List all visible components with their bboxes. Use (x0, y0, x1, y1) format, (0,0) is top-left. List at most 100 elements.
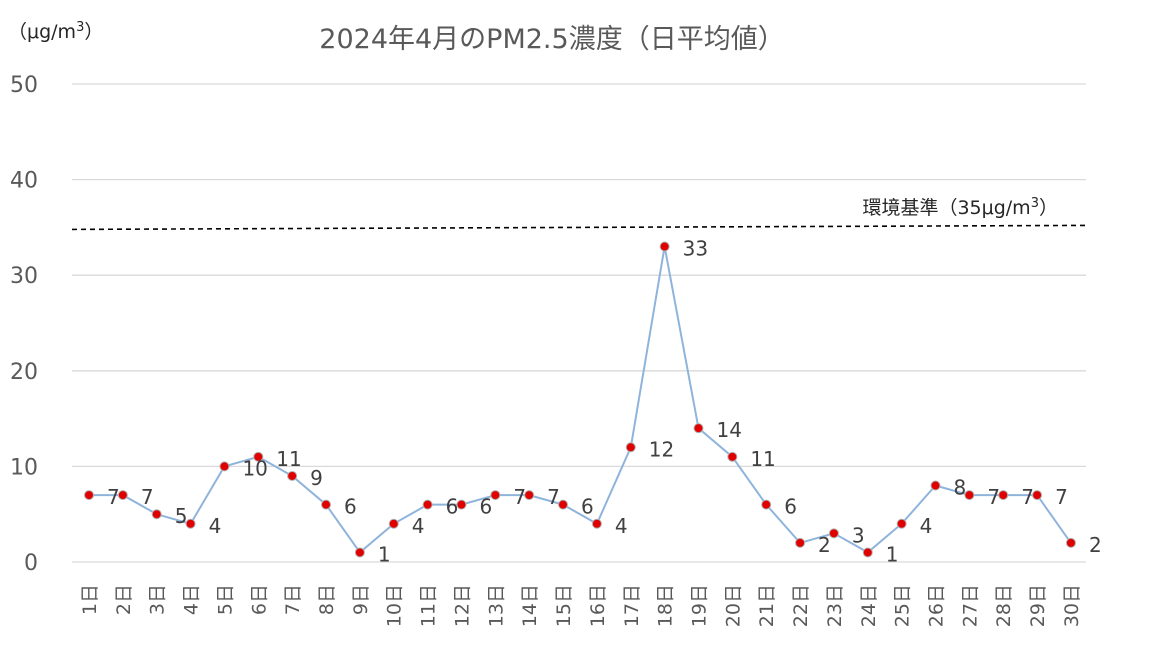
data-point (456, 499, 467, 510)
x-tick-label: 6日 (248, 584, 270, 615)
x-tick-label: 14日 (519, 584, 541, 627)
data-point (998, 490, 1009, 501)
data-point (117, 490, 128, 501)
data-label: 4 (209, 514, 222, 538)
x-tick-labels: 1日 2日 3日 4日 5日 6日 7日 8日 9日 10日 11日 12日 13日 14日 15日 16日 1… (79, 584, 1083, 627)
data-point (591, 518, 602, 529)
data-point (659, 241, 670, 252)
x-tick-label: 3日 (147, 584, 169, 615)
x-tick-label: 5日 (214, 584, 236, 615)
data-point (558, 499, 569, 510)
reference-line-label: 環境基準（35μg/m3） (862, 196, 1058, 220)
data-label: 33 (683, 237, 708, 261)
data-label: 14 (716, 418, 741, 442)
x-tick-label: 15日 (553, 584, 575, 627)
x-tick-label: 28日 (993, 584, 1015, 627)
data-label: 10 (242, 456, 267, 480)
y-tick-label: 10 (10, 455, 38, 480)
gridlines (72, 83, 1086, 563)
data-point (1032, 490, 1043, 501)
series-line (89, 246, 1072, 554)
data-label: 11 (750, 447, 775, 471)
reference-line-group: 環境基準（35μg/m3） (71, 196, 1087, 231)
x-tick-label: 7日 (282, 584, 304, 615)
data-point (354, 547, 365, 558)
x-tick-label: 8日 (316, 584, 338, 615)
x-tick-label: 2日 (113, 584, 135, 615)
x-tick-label: 24日 (858, 584, 880, 627)
data-point (862, 547, 873, 558)
data-label: 7 (107, 485, 120, 509)
series-line-group (89, 246, 1072, 554)
data-point (625, 442, 636, 453)
data-label: 7 (513, 485, 526, 509)
x-tick-label: 19日 (688, 584, 710, 627)
data-point (761, 499, 772, 510)
x-tick-label: 21日 (756, 584, 778, 627)
data-label: 7 (1021, 485, 1034, 509)
reference-line (71, 224, 1087, 231)
y-tick-labels: 0 10 20 30 40 50 (10, 73, 38, 576)
data-point (930, 480, 941, 491)
x-tick-label: 1日 (79, 584, 101, 615)
data-label: 7 (547, 485, 560, 509)
data-point (151, 509, 162, 520)
x-tick-label: 20日 (722, 584, 744, 627)
x-tick-label: 27日 (959, 584, 981, 627)
x-tick-label: 26日 (926, 584, 948, 627)
data-point (490, 490, 501, 501)
data-point (727, 451, 738, 462)
y-tick-label: 0 (24, 551, 38, 576)
x-tick-label: 16日 (587, 584, 609, 627)
x-tick-label: 13日 (485, 584, 507, 627)
x-tick-label: 4日 (181, 584, 203, 615)
data-label: 4 (615, 514, 628, 538)
data-label: 7 (987, 485, 1000, 509)
data-label: 11 (276, 447, 301, 471)
data-point (964, 490, 975, 501)
x-tick-label: 22日 (790, 584, 812, 627)
data-point (388, 518, 399, 529)
data-points (84, 241, 1076, 558)
data-label: 1 (886, 542, 899, 566)
data-point (422, 499, 433, 510)
data-point (84, 490, 94, 501)
data-label: 7 (141, 485, 154, 509)
y-tick-label: 20 (10, 360, 38, 385)
x-tick-label: 9日 (350, 584, 372, 615)
x-tick-label: 11日 (418, 584, 440, 627)
data-label: 6 (784, 495, 797, 519)
data-label: 3 (852, 523, 865, 547)
y-tick-label: 30 (10, 264, 38, 289)
data-label: 2 (818, 533, 831, 557)
data-label: 2 (1089, 533, 1102, 557)
data-label: 6 (581, 495, 594, 519)
x-tick-label: 29日 (1027, 584, 1049, 627)
data-point (321, 499, 332, 510)
data-point (287, 470, 298, 481)
data-label: 1 (378, 542, 391, 566)
data-label: 8 (954, 476, 967, 500)
x-tick-label: 30日 (1061, 584, 1083, 627)
x-tick-label: 10日 (384, 584, 406, 627)
y-tick-label: 50 (10, 73, 38, 98)
data-label: 9 (310, 466, 323, 490)
data-label: 4 (920, 514, 933, 538)
data-label: 12 (649, 437, 674, 461)
data-point (253, 451, 264, 462)
x-tick-label: 12日 (451, 584, 473, 627)
y-unit-label: （μg/m3） (8, 20, 103, 44)
data-point (795, 537, 806, 548)
x-tick-label: 25日 (892, 584, 914, 627)
x-tick-label: 23日 (824, 584, 846, 627)
data-label: 6 (344, 495, 357, 519)
y-tick-label: 40 (10, 169, 38, 194)
data-label: 7 (1055, 485, 1068, 509)
data-label: 4 (412, 514, 425, 538)
data-point (693, 423, 704, 434)
data-point (185, 518, 196, 529)
data-label: 5 (175, 504, 188, 528)
x-tick-label: 18日 (655, 584, 677, 627)
